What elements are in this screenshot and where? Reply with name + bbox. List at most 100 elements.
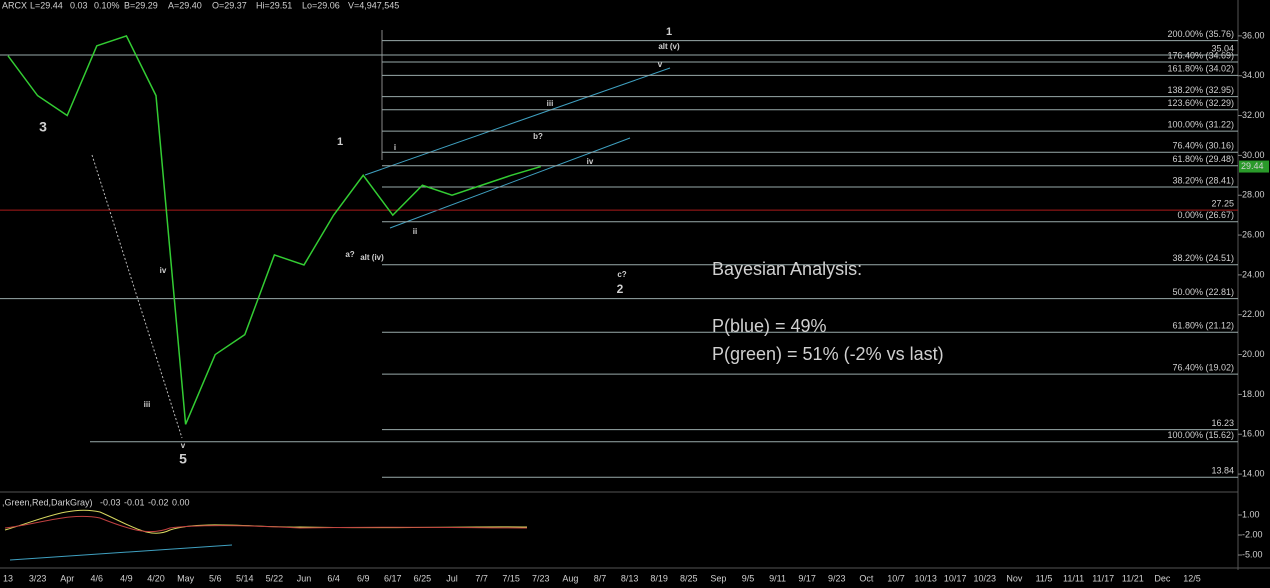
x-tick-label: 5/14: [236, 573, 254, 583]
x-tick-label: 11/5: [1036, 573, 1053, 583]
x-tick-label: May: [177, 573, 195, 583]
level-label: 61.80% (21.12): [1172, 321, 1234, 331]
y-tick-label: 28.00: [1242, 190, 1265, 200]
indicator-header: ,Green,Red,DarkGray): [2, 497, 93, 507]
y-tick-label: 22.00: [1242, 309, 1265, 319]
level-label: 61.80% (29.48): [1172, 154, 1234, 164]
wave-label: b?: [533, 132, 543, 141]
wave-label: 1: [337, 136, 343, 148]
x-tick-label: 9/5: [742, 573, 755, 583]
level-label: 0.00% (26.67): [1177, 210, 1234, 220]
wave-label: ii: [413, 227, 417, 236]
level-label: 123.60% (32.29): [1167, 98, 1234, 108]
x-tick-label: 5/6: [209, 573, 222, 583]
wave-label: c?: [617, 270, 626, 279]
y-tick-label: 16.00: [1242, 429, 1265, 439]
x-tick-label: Apr: [60, 573, 74, 583]
header-item: B=29.29: [124, 0, 158, 10]
y-tick-label: 26.00: [1242, 229, 1265, 239]
x-tick-label: 10/13: [914, 573, 937, 583]
x-tick-label: 9/23: [828, 573, 846, 583]
x-tick-label: 10/23: [974, 573, 997, 583]
channel-line: [364, 67, 671, 176]
header-item: A=29.40: [168, 0, 202, 10]
y-tick-label: 36.00: [1242, 30, 1265, 40]
y-tick-label: 20.00: [1242, 349, 1265, 359]
level-label: 76.40% (30.16): [1172, 141, 1234, 151]
x-tick-label: 8/13: [621, 573, 639, 583]
x-tick-label: Nov: [1006, 573, 1023, 583]
x-tick-label: 9/11: [769, 573, 786, 583]
wave-label: 3: [39, 119, 47, 135]
note-text: P(green) = 51% (-2% vs last): [712, 344, 944, 364]
wave-label: i: [394, 143, 396, 152]
level-label: 200.00% (35.76): [1167, 29, 1234, 39]
indicator-header: -0.02: [148, 497, 169, 507]
wave-label: iv: [160, 266, 167, 275]
indicator-header: 0.00: [172, 497, 190, 507]
x-tick-label: 7/7: [475, 573, 488, 583]
header-item: ARCX: [2, 0, 27, 10]
x-tick-label: 4/9: [120, 573, 133, 583]
x-tick-label: 11/17: [1092, 573, 1114, 583]
level-label: 13.84: [1211, 466, 1234, 476]
header-item: O=29.37: [212, 0, 247, 10]
wave-label: iv: [587, 157, 594, 166]
level-label: 100.00% (31.22): [1167, 119, 1234, 129]
x-tick-label: Jul: [446, 573, 458, 583]
y-tick-label: 30.00: [1242, 150, 1265, 160]
x-tick-label: 8/25: [680, 573, 698, 583]
level-label: 176.40% (34.69): [1167, 50, 1234, 60]
level-label: 38.20% (24.51): [1172, 253, 1234, 263]
x-tick-label: 7/23: [532, 573, 550, 583]
trend-line: [91, 154, 183, 439]
x-tick-label: 4/6: [91, 573, 104, 583]
price-tag-label: 29.44: [1241, 161, 1264, 171]
note-text: P(blue) = 49%: [712, 316, 827, 336]
level-label: 138.20% (32.95): [1167, 85, 1234, 95]
channel-line: [389, 137, 631, 229]
x-tick-label: 6/4: [327, 573, 340, 583]
x-tick-label: 5/22: [266, 573, 284, 583]
indicator-tick-label: -5.00: [1242, 549, 1263, 559]
level-label: 35.04: [1211, 43, 1234, 53]
price-line: [7, 34, 542, 425]
wave-label: iii: [547, 99, 554, 108]
x-tick-label: 13: [3, 573, 13, 583]
header-item: Lo=29.06: [302, 0, 340, 10]
y-tick-label: 14.00: [1242, 468, 1265, 478]
x-tick-label: 10/17: [944, 573, 967, 583]
x-tick-label: 8/19: [650, 573, 668, 583]
wave-label: v: [658, 60, 663, 69]
x-tick-label: 4/20: [147, 573, 165, 583]
level-label: 76.40% (19.02): [1172, 362, 1234, 372]
header-item: L=29.44: [30, 0, 63, 10]
indicator-tick-label: -2.00: [1242, 529, 1263, 539]
y-tick-label: 24.00: [1242, 269, 1265, 279]
y-tick-label: 18.00: [1242, 389, 1265, 399]
x-tick-label: 12/5: [1183, 573, 1201, 583]
indicator-header: -0.01: [124, 497, 145, 507]
level-label: 27.25: [1211, 199, 1234, 209]
level-label: 100.00% (15.62): [1167, 430, 1234, 440]
x-tick-label: Oct: [859, 573, 874, 583]
level-label: 38.20% (28.41): [1172, 175, 1234, 185]
x-tick-label: 9/17: [798, 573, 816, 583]
header-item: Hi=29.51: [256, 0, 292, 10]
x-tick-label: Jun: [297, 573, 312, 583]
level-label: 50.00% (22.81): [1172, 287, 1234, 297]
indicator-trend: [9, 544, 233, 561]
note-text: Bayesian Analysis:: [712, 259, 862, 279]
level-label: 161.80% (34.02): [1167, 64, 1234, 74]
x-tick-label: 7/15: [502, 573, 520, 583]
wave-label: alt (iv): [360, 253, 384, 262]
indicator-header: -0.03: [100, 497, 121, 507]
x-tick-label: 3/23: [29, 573, 47, 583]
x-tick-label: 10/7: [887, 573, 905, 583]
header-item: 0.10%: [94, 0, 120, 10]
x-tick-label: 6/9: [357, 573, 370, 583]
y-tick-label: 32.00: [1242, 110, 1265, 120]
